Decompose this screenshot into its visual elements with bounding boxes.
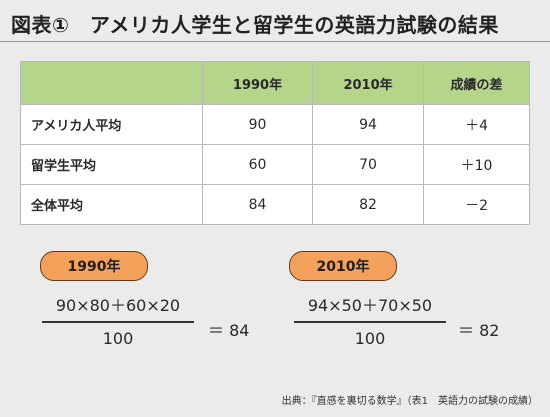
denominator-1990: 100 <box>102 329 134 348</box>
row-label: 全体平均 <box>20 184 203 225</box>
row-label: アメリカ人平均 <box>20 104 203 145</box>
result-1990: ＝ 84 <box>208 321 250 340</box>
denominator-2010: 100 <box>354 329 386 348</box>
title-divider <box>0 41 550 42</box>
row-label: 留学生平均 <box>20 144 203 185</box>
cell-difference: ＋10 <box>423 144 530 185</box>
table-row: アメリカ人平均 90 94 ＋4 <box>20 104 530 145</box>
header-difference: 成績の差 <box>423 61 530 105</box>
cell-2010: 82 <box>312 184 425 225</box>
table-row: 全体平均 84 82 －2 <box>20 184 530 225</box>
year-badge-1990: 1990年 <box>40 251 148 281</box>
header-1990: 1990年 <box>201 61 314 105</box>
header-2010: 2010年 <box>312 61 425 105</box>
table-row: 留学生平均 60 70 ＋10 <box>20 144 530 185</box>
figure-title: 図表① アメリカ人学生と留学生の英語力試験の結果 <box>11 13 499 37</box>
cell-1990: 90 <box>201 104 314 145</box>
fraction-bar <box>294 321 446 323</box>
fraction-2010: 94×50＋70×50 100 <box>294 296 446 349</box>
cell-1990: 84 <box>201 184 314 225</box>
source-citation: 出典：『直感を裏切る数学』（表1 英語力の試験の成績） <box>281 396 538 407</box>
result-2010: ＝ 82 <box>458 321 500 340</box>
cell-difference: －2 <box>423 184 530 225</box>
fraction-1990: 90×80＋60×20 100 <box>42 296 194 349</box>
numerator-2010: 94×50＋70×50 <box>307 296 433 315</box>
cell-2010: 70 <box>312 144 425 185</box>
fraction-bar <box>42 321 194 323</box>
cell-difference: ＋4 <box>423 104 530 145</box>
header-blank <box>20 61 203 105</box>
cell-1990: 60 <box>201 144 314 185</box>
numerator-1990: 90×80＋60×20 <box>55 296 181 315</box>
table-header-row: 1990年 2010年 成績の差 <box>20 61 530 105</box>
year-badge-2010: 2010年 <box>289 251 397 281</box>
cell-2010: 94 <box>312 104 425 145</box>
results-table: 1990年 2010年 成績の差 アメリカ人平均 90 94 ＋4 留学生平均 … <box>20 61 530 225</box>
